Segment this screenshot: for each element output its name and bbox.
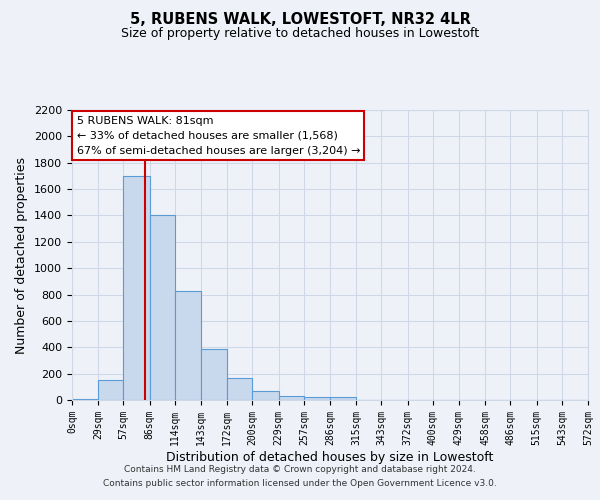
Bar: [149, 216, 175, 400]
Bar: [72, 398, 98, 400]
Bar: [253, 392, 278, 400]
Text: 5, RUBENS WALK, LOWESTOFT, NR32 4LR: 5, RUBENS WALK, LOWESTOFT, NR32 4LR: [130, 12, 470, 28]
Bar: [278, 396, 304, 400]
Bar: [201, 348, 227, 400]
Text: Contains HM Land Registry data © Crown copyright and database right 2024.
Contai: Contains HM Land Registry data © Crown c…: [103, 466, 497, 487]
Y-axis label: Number of detached properties: Number of detached properties: [16, 156, 28, 354]
Bar: [227, 378, 253, 400]
Text: Size of property relative to detached houses in Lowestoft: Size of property relative to detached ho…: [121, 28, 479, 40]
X-axis label: Distribution of detached houses by size in Lowestoft: Distribution of detached houses by size …: [166, 450, 494, 464]
Bar: [175, 290, 201, 400]
Bar: [124, 176, 149, 400]
Bar: [304, 398, 330, 400]
Text: 5 RUBENS WALK: 81sqm
← 33% of detached houses are smaller (1,568)
67% of semi-de: 5 RUBENS WALK: 81sqm ← 33% of detached h…: [77, 116, 360, 156]
Bar: [98, 380, 124, 400]
Bar: [330, 398, 356, 400]
